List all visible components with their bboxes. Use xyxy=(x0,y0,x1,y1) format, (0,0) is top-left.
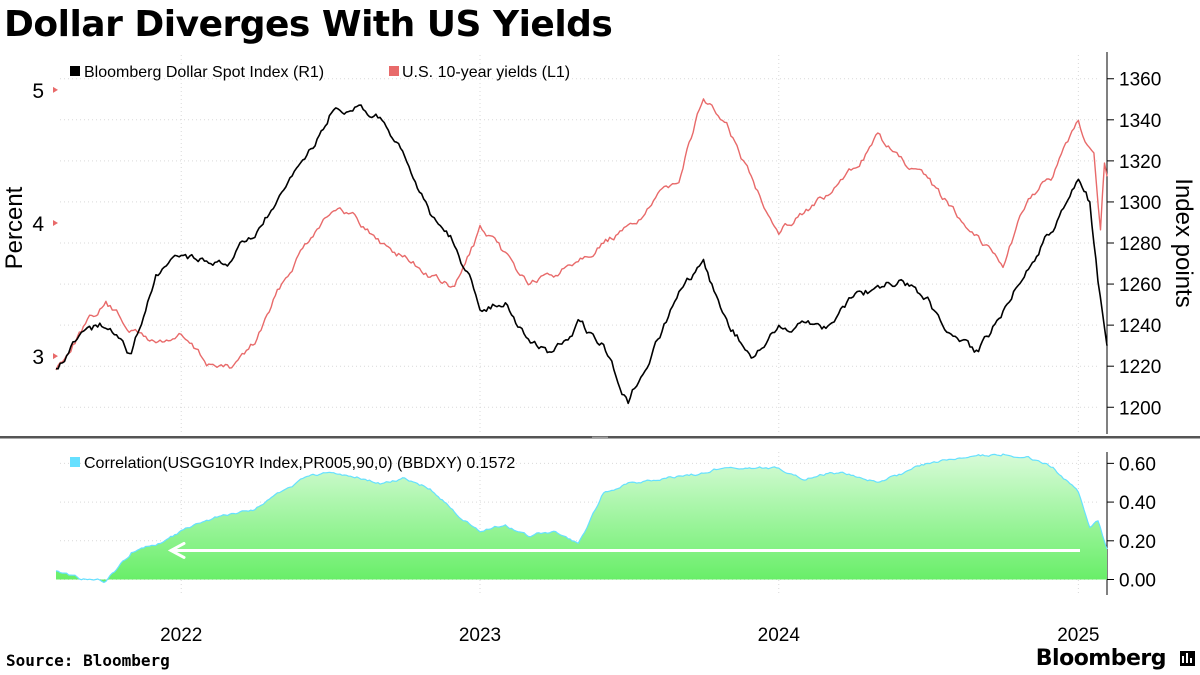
correlation-line xyxy=(55,453,1108,584)
right-tick-label: 1220 xyxy=(1119,357,1161,378)
legend-label-correlation: Correlation(USGG10YR Index,PR005,90,0) (… xyxy=(84,455,515,472)
legend-label-yields: U.S. 10-year yields (L1) xyxy=(402,64,570,81)
right-axis-title: Index points xyxy=(1170,178,1197,307)
bloomberg-mark-icon xyxy=(1180,651,1195,666)
x-tick-label: 2024 xyxy=(758,625,801,646)
legend-swatch-correlation xyxy=(70,457,80,467)
left-tick-label: 4 xyxy=(32,213,44,236)
bottom-tick-label: 0.40 xyxy=(1119,493,1156,514)
left-tick-marker-icon xyxy=(53,86,58,93)
legend-label-dollar: Bloomberg Dollar Spot Index (R1) xyxy=(84,64,324,81)
right-tick-label: 1300 xyxy=(1119,193,1161,214)
bottom-tick-label: 0.20 xyxy=(1119,532,1156,553)
brand-logo: Bloomberg xyxy=(1035,646,1167,671)
source-note: Source: Bloomberg xyxy=(6,651,170,670)
dollar-index-line xyxy=(55,104,1108,405)
right-tick-label: 1200 xyxy=(1119,398,1161,419)
x-tick-label: 2022 xyxy=(160,625,202,646)
x-tick-label: 2025 xyxy=(1057,625,1099,646)
left-tick-label: 5 xyxy=(32,80,44,103)
left-tick-label: 3 xyxy=(32,346,44,369)
right-tick-label: 1240 xyxy=(1119,316,1161,337)
chart-title: Dollar Diverges With US Yields xyxy=(4,4,613,45)
legend-swatch-dollar xyxy=(70,66,80,76)
bottom-tick-label: 0.00 xyxy=(1119,571,1156,592)
bottom-tick-label: 0.60 xyxy=(1119,454,1156,475)
right-tick-label: 1340 xyxy=(1119,111,1161,132)
arrow-left-icon xyxy=(167,541,186,559)
right-tick-label: 1280 xyxy=(1119,234,1161,255)
legend-swatch-yields xyxy=(389,66,399,76)
right-tick-label: 1360 xyxy=(1119,70,1161,91)
left-axis-title: Percent xyxy=(1,186,28,269)
right-tick-label: 1320 xyxy=(1119,152,1161,173)
right-tick-label: 1260 xyxy=(1119,275,1161,296)
left-tick-marker-icon xyxy=(53,353,58,360)
left-tick-marker-icon xyxy=(53,220,58,227)
us-10y-yield-line xyxy=(55,98,1108,371)
x-tick-label: 2023 xyxy=(459,625,501,646)
